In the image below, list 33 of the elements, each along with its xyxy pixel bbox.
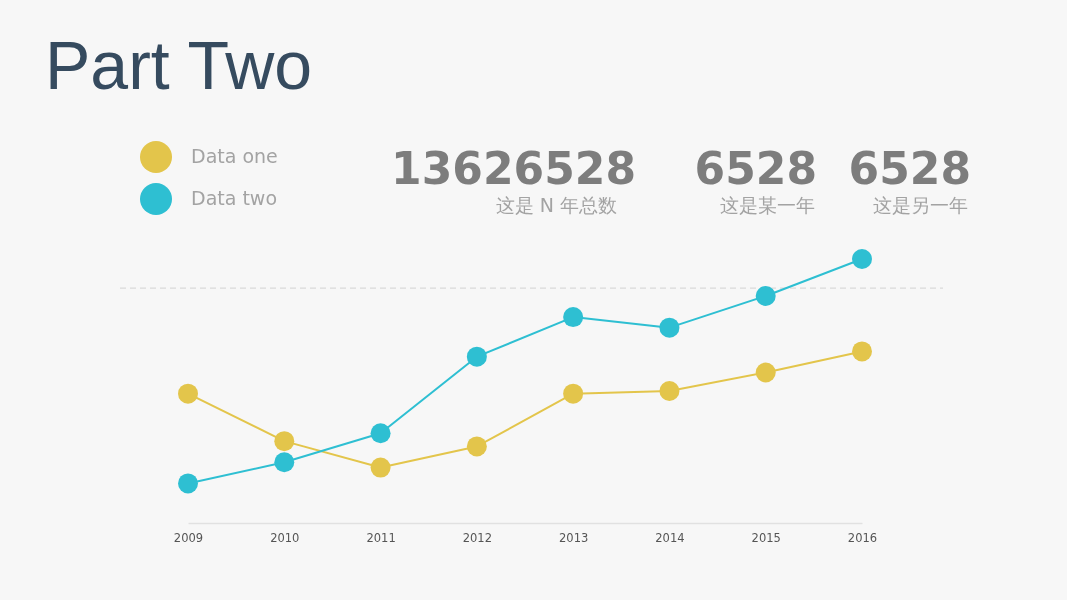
point: [274, 452, 295, 473]
x-tick-label: 2010: [270, 530, 300, 545]
point: [563, 307, 584, 328]
x-tick-label: 2016: [847, 530, 878, 545]
legend-label: Data two: [191, 187, 278, 209]
text: 13626528: [391, 143, 636, 194]
x-tick-label: 2014: [655, 530, 685, 545]
text: 这是 N 年总数: [495, 194, 617, 216]
x-tick-label: 2013: [559, 530, 589, 545]
x-tick-label: 2012: [462, 530, 492, 545]
point: [274, 431, 295, 452]
chart-title: Part Two: [45, 27, 313, 103]
legend-label: Data one: [191, 145, 278, 167]
point: [370, 423, 391, 444]
point: [755, 362, 776, 383]
x-tick-label: 2009: [173, 530, 204, 545]
point: [466, 346, 487, 367]
point: [370, 457, 391, 478]
point: [178, 473, 198, 494]
text: 这是另一年: [873, 194, 968, 216]
point: [852, 249, 872, 269]
point: [178, 383, 198, 404]
point: [563, 383, 584, 404]
text: 这是某一年: [720, 194, 815, 216]
x-tick-label: 2011: [366, 530, 396, 545]
point: [852, 341, 872, 362]
text: 6528: [694, 143, 817, 194]
point: [755, 285, 776, 306]
text: 6528: [848, 143, 971, 194]
x-tick-label: 2015: [751, 530, 781, 545]
point: [659, 317, 680, 338]
point: [659, 381, 680, 401]
point: [466, 436, 487, 457]
